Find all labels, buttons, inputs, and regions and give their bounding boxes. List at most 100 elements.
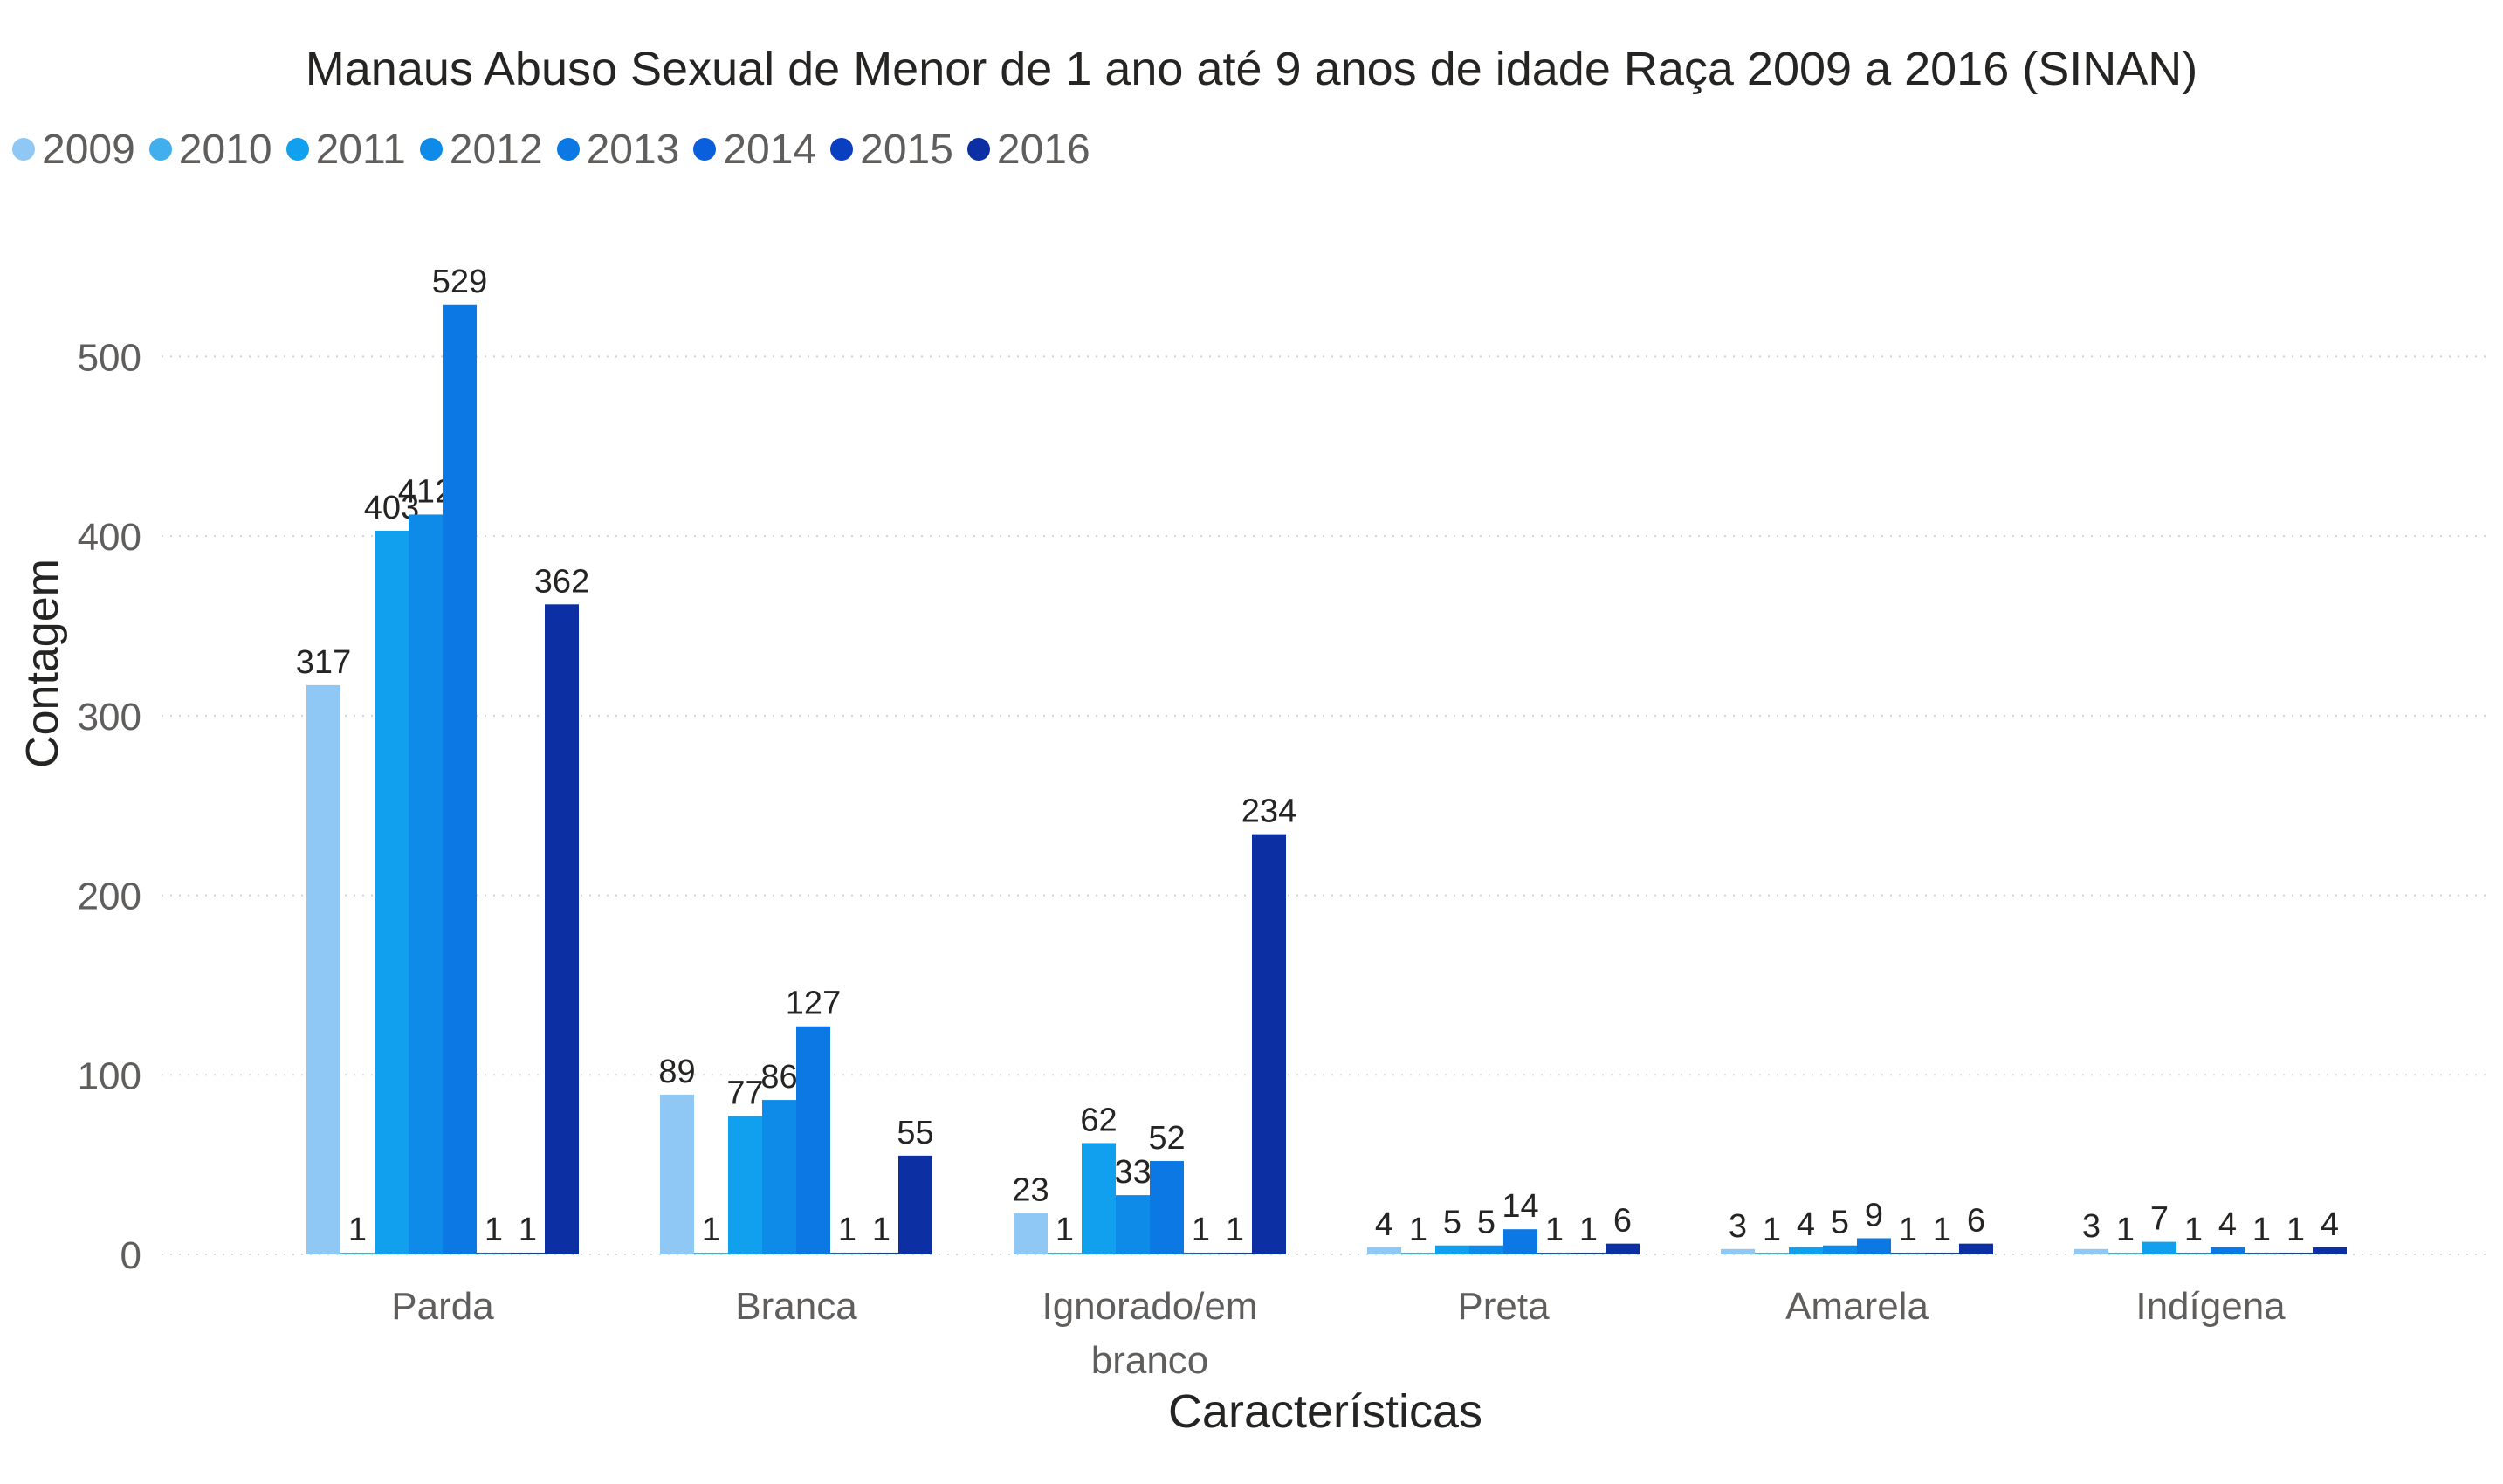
bar-2013-1 [796,1026,830,1254]
legend-marker-icon [830,138,854,161]
legend-item-2010[interactable]: 2010 [148,126,272,174]
bar-2014-5 [2245,1252,2279,1254]
bar-2009-2 [1014,1213,1048,1254]
bar-2015-3 [1571,1252,1606,1254]
data-label: 3 [2082,1208,2101,1245]
y-axis-title: Contagem [17,559,68,768]
y-tick-label: 500 [78,336,141,379]
legend: 2009 2010 2011 2012 2013 2014 2015 2016 [12,122,1104,176]
bar-2011-5 [2142,1241,2176,1254]
data-label: 127 [786,986,841,1022]
legend-marker-icon [12,138,35,161]
legend-label: 2013 [586,126,680,173]
data-label: 1 [2116,1212,2135,1248]
data-label: 1 [1579,1212,1598,1248]
legend-item-2009[interactable]: 2009 [12,126,135,174]
legend-marker-icon [556,138,580,161]
data-label: 1 [2184,1212,2203,1248]
y-tick-label: 200 [78,876,141,918]
bar-2011-0 [375,530,409,1254]
data-label: 4 [2321,1206,2339,1243]
data-label: 6 [1967,1203,1985,1240]
data-label: 1 [1226,1212,1244,1248]
bar-2010-1 [694,1252,728,1254]
data-label: 1 [1409,1212,1427,1248]
bar-2012-4 [1823,1245,1857,1254]
data-label: 1 [1899,1212,1917,1248]
bar-2010-4 [1755,1252,1789,1254]
data-label: 1 [838,1212,856,1248]
legend-label: 2014 [723,126,817,173]
legend-item-2012[interactable]: 2012 [419,126,543,174]
bar-2009-5 [2074,1248,2108,1254]
x-tick-label: Indígena [2135,1285,2286,1328]
data-label: 1 [519,1212,537,1248]
bar-2015-4 [1925,1252,1959,1254]
data-label: 52 [1148,1120,1185,1157]
x-tick-label: Parda [391,1285,494,1328]
data-label: 1 [1933,1212,1951,1248]
bar-2012-5 [2176,1252,2211,1254]
bar-2016-4 [1959,1243,1993,1254]
data-label: 6 [1613,1203,1632,1240]
bar-2010-0 [340,1252,375,1254]
bar-2011-1 [728,1116,762,1254]
bar-2014-4 [1891,1252,1925,1254]
data-label: 1 [872,1212,890,1248]
bar-2014-3 [1537,1252,1571,1254]
bar-2013-5 [2211,1247,2245,1254]
data-label: 1 [2286,1212,2305,1248]
bar-2013-2 [1150,1161,1184,1254]
legend-item-2013[interactable]: 2013 [556,126,680,174]
data-label: 77 [726,1075,763,1112]
legend-item-2014[interactable]: 2014 [693,126,816,174]
bar-2016-1 [898,1155,932,1254]
data-label: 234 [1241,794,1296,830]
bar-2010-5 [2108,1252,2142,1254]
bar-2012-2 [1116,1195,1150,1254]
bar-2010-3 [1401,1252,1435,1254]
data-label: 4 [2218,1206,2237,1243]
data-label: 23 [1012,1172,1049,1209]
data-label: 1 [1545,1212,1564,1248]
legend-item-2015[interactable]: 2015 [830,126,953,174]
legend-marker-icon [693,138,717,161]
data-label: 55 [897,1115,933,1151]
data-label: 7 [2150,1201,2169,1238]
x-tick-label: Preta [1457,1285,1550,1328]
bar-2009-3 [1367,1247,1401,1254]
data-label: 1 [1192,1212,1210,1248]
data-label: 86 [760,1059,797,1096]
x-tick-label: Amarela [1785,1285,1929,1328]
bar-2016-3 [1606,1243,1640,1254]
legend-label: 2012 [449,126,543,173]
data-label: 33 [1114,1154,1151,1191]
data-label: 1 [2252,1212,2271,1248]
y-tick-label: 0 [120,1234,141,1277]
bar-2013-4 [1857,1238,1891,1254]
legend-item-2016[interactable]: 2016 [966,126,1090,174]
bar-2011-3 [1435,1245,1469,1254]
data-label: 362 [534,563,589,600]
bar-2011-4 [1789,1247,1823,1254]
bar-2016-2 [1252,834,1286,1254]
bar-2009-0 [306,684,340,1254]
x-tick-label: Ignorado/em [1042,1285,1257,1328]
data-label: 5 [1477,1205,1496,1241]
data-label: 1 [348,1212,367,1248]
bar-2015-0 [511,1252,545,1254]
bar-2014-0 [477,1252,511,1254]
bar-2016-5 [2313,1247,2347,1254]
bar-2009-4 [1721,1248,1755,1254]
data-label: 14 [1502,1188,1538,1225]
legend-label: 2011 [315,126,406,173]
data-label: 317 [296,644,351,681]
bar-2013-3 [1503,1229,1537,1254]
bar-2010-2 [1048,1252,1082,1254]
legend-item-2011[interactable]: 2011 [285,126,406,174]
data-label: 5 [1831,1205,1849,1241]
data-label: 4 [1375,1206,1393,1243]
legend-marker-icon [148,138,172,161]
data-label: 3 [1729,1208,1747,1245]
